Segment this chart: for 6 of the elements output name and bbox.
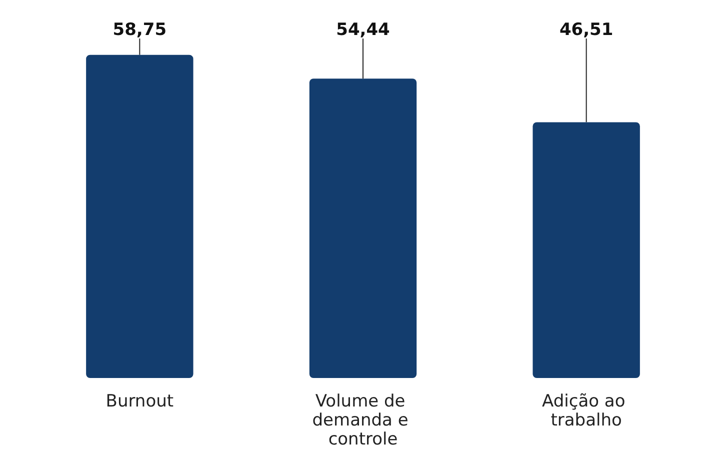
data-label: 58,75 (112, 20, 167, 40)
data-label: 54,44 (336, 20, 390, 40)
x-tick-label: Volume de demanda e controle (312, 392, 414, 450)
x-tick-label: Burnout (106, 392, 174, 412)
x-tick-label: Adição ao trabalho (542, 392, 631, 430)
data-label: 46,51 (559, 20, 614, 40)
